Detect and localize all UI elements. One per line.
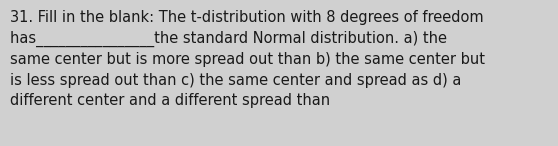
Text: 31. Fill in the blank: The t-distribution with 8 degrees of freedom
has_________: 31. Fill in the blank: The t-distributio…: [10, 10, 485, 108]
